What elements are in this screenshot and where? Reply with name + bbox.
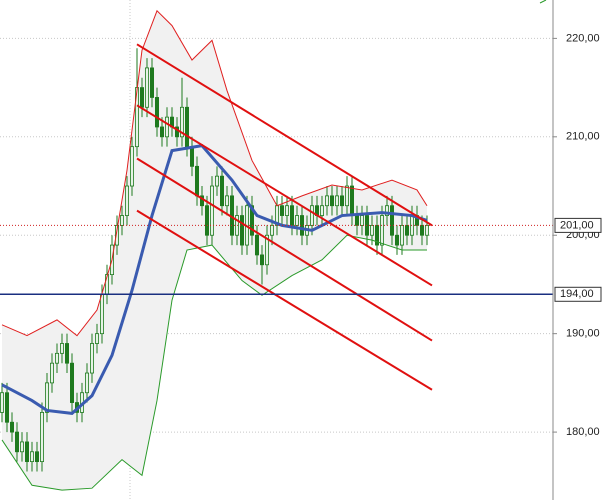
candle-body (319, 205, 324, 216)
candle-body (384, 205, 389, 216)
candle-body (129, 146, 134, 187)
y-tick-label: 180,00 (566, 426, 600, 438)
level-label-box (554, 217, 602, 233)
candle-body (100, 293, 105, 335)
candle-body (85, 372, 90, 394)
candle-body (264, 234, 269, 266)
corner-mark (539, 0, 547, 4)
candle-body (29, 451, 34, 463)
candle-body (149, 67, 154, 98)
candle-body (294, 215, 299, 226)
candle-body (419, 224, 424, 236)
candle-body (164, 116, 169, 138)
candle-body (359, 215, 364, 226)
candle-body (259, 254, 264, 266)
candle-body (249, 205, 254, 236)
candle-body (139, 87, 144, 108)
candle-body (179, 106, 184, 138)
candle-body (40, 412, 45, 463)
candle-body (174, 126, 179, 138)
moving-average (1, 144, 428, 415)
candle-body (284, 205, 289, 216)
candle-body (199, 195, 204, 207)
candle-body (279, 205, 284, 216)
candle-body (194, 165, 199, 197)
y-axis: 180,00190,00200,00210,00220,00201,00194,… (553, 32, 602, 438)
candle-body (369, 224, 374, 236)
candle-body (309, 205, 314, 226)
candle-body (9, 421, 14, 433)
candle-body (404, 224, 409, 236)
level-label: 201,00 (560, 219, 594, 231)
candle-body (354, 215, 359, 226)
candle-body (5, 392, 10, 423)
candle-body (379, 215, 384, 246)
candle-body (70, 362, 75, 403)
candle-body (24, 441, 29, 463)
y-tick-label: 220,00 (566, 32, 600, 44)
candle-body (254, 234, 259, 256)
candle-body (269, 224, 274, 236)
channel-line (136, 157, 433, 342)
candle-body (224, 195, 229, 207)
candle-body (339, 195, 344, 207)
level-label-box (554, 286, 602, 302)
candle-body (214, 175, 219, 187)
candle-body (219, 175, 224, 207)
candle-body (399, 224, 404, 246)
candle-body (60, 343, 65, 354)
candle-body (424, 224, 429, 236)
candle-body (239, 215, 244, 246)
candle-body (189, 146, 194, 167)
candle-body (394, 234, 399, 246)
candle-body (14, 431, 19, 453)
candle-body (35, 451, 40, 463)
level-label: 194,00 (560, 288, 594, 300)
candle-body (45, 382, 50, 413)
channel-line (136, 104, 433, 287)
candle-body (344, 185, 349, 207)
candle-body (90, 343, 95, 374)
candle-body (120, 215, 125, 226)
candle-body (159, 126, 164, 138)
channel-line (136, 209, 433, 391)
band-fill (2, 10, 427, 491)
y-tick-label: 210,00 (566, 131, 600, 143)
candle-body (0, 392, 4, 413)
candle-body (144, 67, 149, 108)
candle-body (289, 205, 294, 226)
candle-body (184, 106, 189, 148)
candle-body (209, 185, 214, 236)
candle-body (125, 185, 130, 216)
candle-body (324, 195, 329, 207)
candle-body (374, 224, 379, 246)
y-tick-label: 190,00 (566, 328, 600, 340)
candle-body (55, 352, 60, 364)
candle-body (349, 185, 354, 216)
candle-body (154, 97, 159, 128)
candle-body (65, 343, 70, 364)
candle-body (389, 205, 394, 236)
plot-area (0, 9, 553, 491)
candle-body (50, 362, 55, 384)
candle-body (204, 205, 209, 236)
candle-body (329, 195, 334, 207)
candle-body (19, 441, 24, 453)
candle-body (334, 195, 339, 207)
axis-panel (553, 0, 603, 500)
channel-line (136, 43, 433, 227)
band-line (1, 9, 428, 337)
candle-body (95, 333, 100, 344)
